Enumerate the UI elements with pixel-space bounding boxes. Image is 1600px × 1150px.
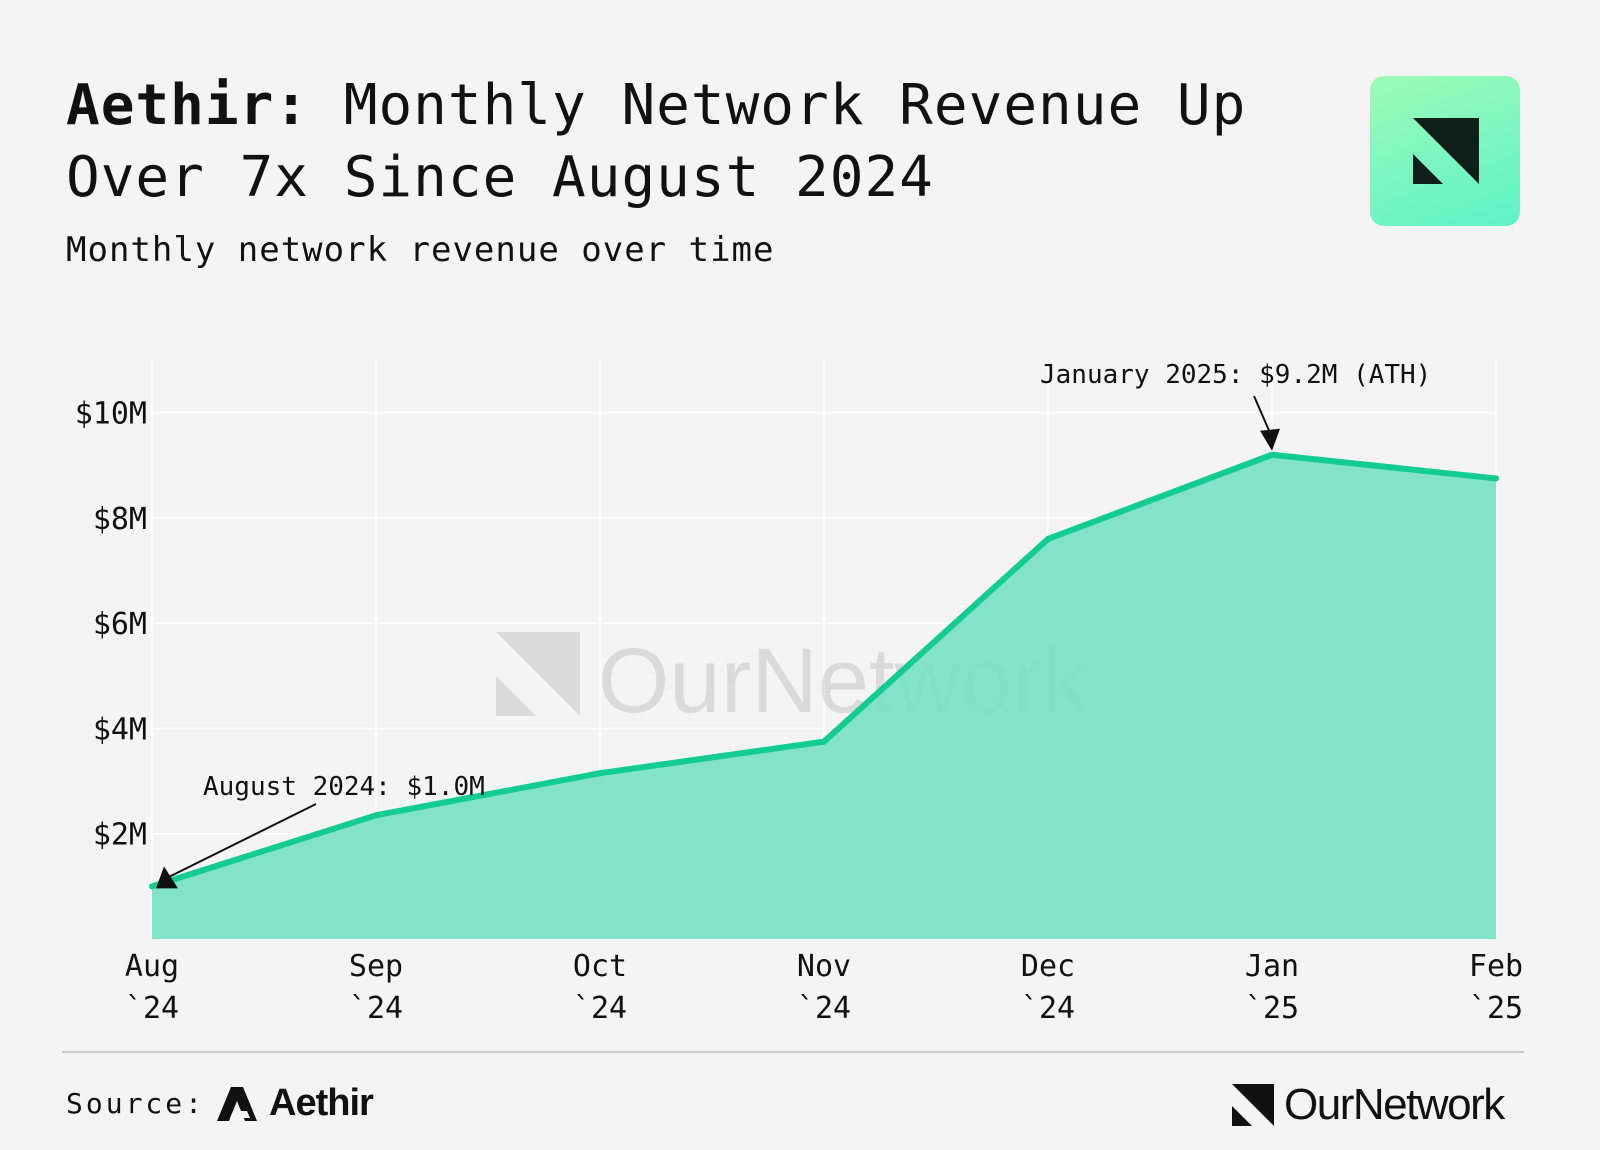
source-credit: Source: Aethir (66, 1082, 374, 1125)
ournetwork-mark-icon (1413, 118, 1479, 184)
chart-annotations: August 2024: $1.0M January 2025: $9.2M (A… (156, 360, 1431, 889)
x-tick-label-year: `24 (797, 991, 851, 1026)
data-point (597, 770, 603, 777)
annotation-august-arrowhead (156, 866, 178, 889)
x-tick-label-year: `24 (1021, 991, 1075, 1026)
data-point (373, 812, 379, 819)
revenue-area (152, 454, 1496, 939)
chart-series (149, 451, 1499, 939)
x-tick-label-month: Oct (573, 949, 627, 984)
source-brand: Aethir (269, 1082, 374, 1124)
data-point (821, 738, 827, 745)
y-axis: $2M $4M $6M $8M $10M (75, 397, 147, 853)
x-tick-label-year: `25 (1245, 991, 1299, 1026)
x-tick-label-month: Sep (349, 949, 403, 984)
publisher-name: OurNetwork (1284, 1080, 1505, 1129)
watermark-mark-icon (496, 676, 536, 716)
page-title: Aethir: Monthly Network Revenue Up Over … (66, 70, 1356, 214)
x-tick-label-year: `25 (1469, 991, 1523, 1026)
y-tick-label: $4M (93, 712, 147, 747)
annotation-august-label: August 2024: $1.0M (203, 772, 485, 802)
data-point (1493, 475, 1499, 482)
x-tick-label-month: Aug (125, 949, 179, 984)
ournetwork-mark-icon (1232, 1084, 1274, 1126)
data-point (1045, 535, 1051, 542)
title-text: Monthly Network Revenue Up Over 7x Since… (66, 73, 1247, 210)
annotation-january-arrow-line (1253, 395, 1271, 434)
x-tick-label-month: Dec (1021, 949, 1075, 984)
x-tick-label-month: Feb (1469, 949, 1523, 984)
x-tick-label-year: `24 (573, 991, 627, 1026)
x-tick-label-month: Nov (797, 949, 851, 984)
y-tick-label: $2M (93, 818, 147, 853)
y-tick-label: $8M (93, 502, 147, 537)
source-label: Source: (66, 1087, 206, 1120)
x-tick-label-year: `24 (125, 991, 179, 1026)
title-brand: Aethir: (66, 73, 310, 138)
annotation-january-arrowhead (1260, 428, 1280, 451)
footer-divider (62, 1051, 1524, 1053)
aethir-logo-icon (217, 1086, 258, 1121)
y-tick-label: $6M (93, 607, 147, 642)
annotation-january-label: January 2025: $9.2M (ATH) (1040, 360, 1431, 390)
ournetwork-logo-badge (1370, 76, 1520, 226)
watermark-mark-icon (496, 632, 580, 716)
x-tick-label-month: Jan (1245, 949, 1299, 984)
y-tick-label: $10M (75, 397, 147, 432)
data-point (1269, 451, 1275, 458)
x-tick-label-year: `24 (349, 991, 403, 1026)
page-subtitle: Monthly network revenue over time (66, 230, 775, 270)
publisher-credit: OurNetwork (1232, 1080, 1505, 1130)
annotation-august-arrow-line (169, 803, 317, 878)
data-point (149, 883, 155, 890)
x-axis: Aug `24 Sep `24 Oct `24 Nov `24 Dec `24 Jan `25 Feb `… (125, 949, 1523, 1026)
